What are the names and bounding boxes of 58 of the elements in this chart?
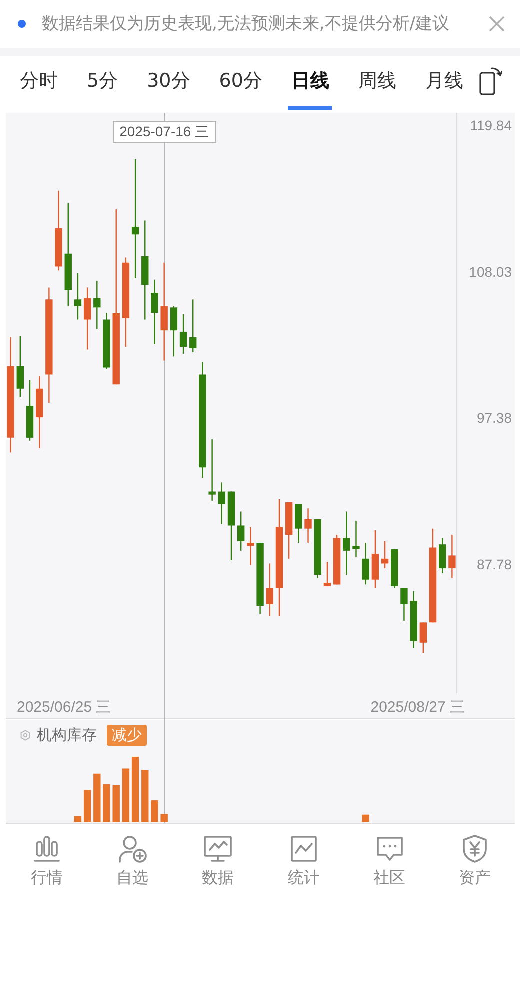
text: 分时 <box>20 70 58 92</box>
candlestick <box>352 520 360 558</box>
bar <box>103 784 110 822</box>
candlestick <box>304 508 312 544</box>
candlestick <box>266 563 274 617</box>
candlestick <box>208 438 216 502</box>
candlestick <box>400 587 408 622</box>
text: 社区 <box>374 867 406 889</box>
bar <box>362 814 370 822</box>
candlestick <box>84 287 92 350</box>
candlestick <box>343 511 350 576</box>
bar <box>151 800 158 822</box>
text: 行情 <box>30 867 63 889</box>
text: 2025/06/25 三 <box>17 699 112 716</box>
text: 日线 <box>291 70 330 92</box>
candlestick <box>74 272 82 320</box>
candlestick <box>132 158 140 280</box>
text: 数据结果仅为历史表现,无法预测未来,不提供分析/建议 <box>42 13 450 36</box>
candlestick <box>362 542 370 586</box>
text: 统计 <box>288 867 320 889</box>
candlestick <box>190 299 197 354</box>
y-tick-label: 108.03 <box>469 264 512 280</box>
bar <box>122 768 130 822</box>
bar <box>94 774 101 822</box>
candlestick <box>381 540 389 570</box>
bar <box>132 757 140 822</box>
text: 自选 <box>116 867 148 889</box>
bar <box>142 770 149 822</box>
candlestick <box>420 622 428 654</box>
candlestick <box>247 526 254 566</box>
bar <box>84 790 92 822</box>
bar <box>112 784 120 822</box>
candlestick <box>16 335 24 398</box>
chart-title: 机构库存 <box>37 725 97 746</box>
text: 数据 <box>202 867 234 889</box>
y-tick-label: 97.38 <box>476 410 512 426</box>
text: 周线 <box>358 70 396 92</box>
x-tick-label: 2025-07-16 三 <box>120 123 210 140</box>
text: 资产 <box>459 867 492 889</box>
candlestick <box>238 511 245 552</box>
text: 5分 <box>87 70 118 92</box>
candlestick <box>448 534 456 579</box>
candlestick <box>324 562 332 587</box>
bar <box>74 816 82 822</box>
bar <box>160 814 168 822</box>
candlestick <box>151 279 158 345</box>
candlestick <box>94 280 101 330</box>
text: 60分 <box>219 70 262 92</box>
text: 减少 <box>107 724 147 746</box>
text: 2025/08/27 三 <box>370 699 465 716</box>
candlestick <box>218 482 226 525</box>
candlestick <box>439 538 446 574</box>
text: 30分 <box>147 70 190 92</box>
text: 月线 <box>425 70 464 92</box>
candlestick <box>170 306 178 358</box>
candlestick <box>180 314 188 354</box>
y-tick-label: 87.78 <box>476 556 512 572</box>
y-tick-label: 119.84 <box>470 117 512 134</box>
